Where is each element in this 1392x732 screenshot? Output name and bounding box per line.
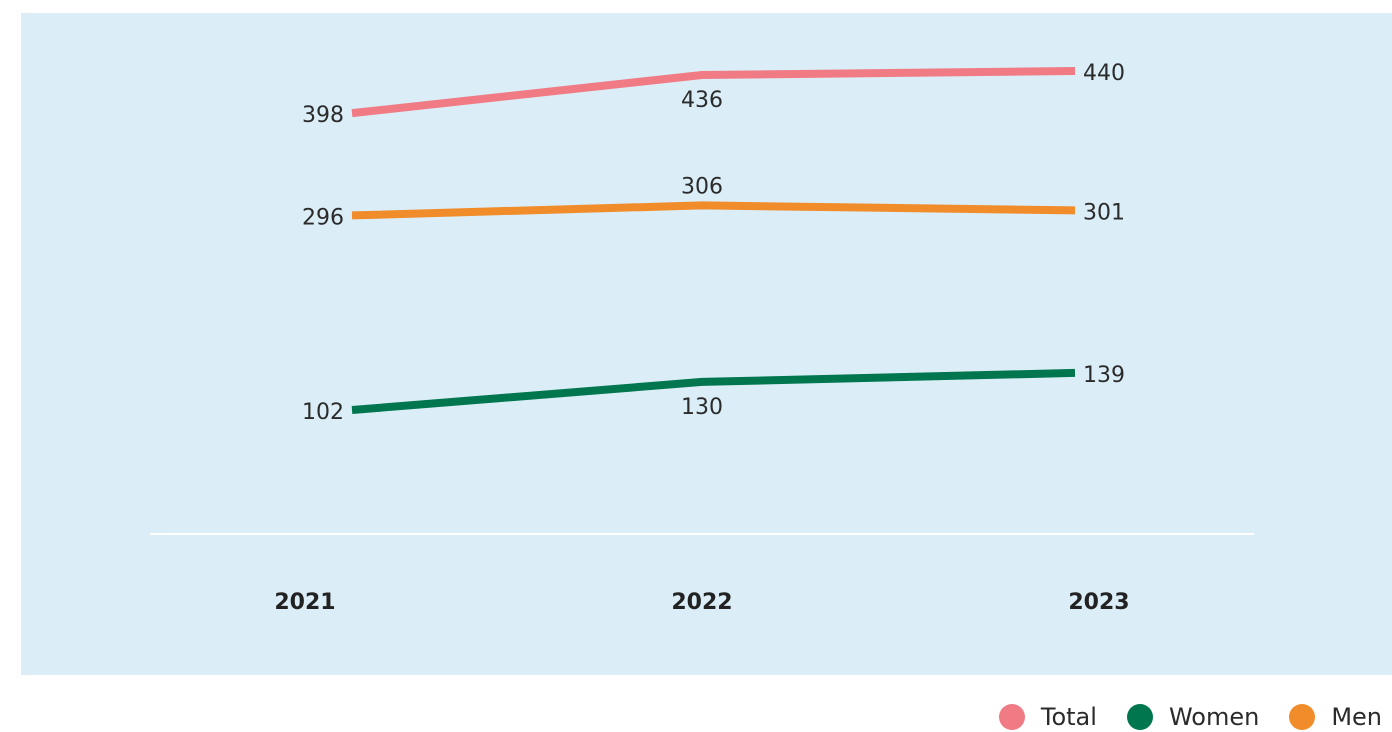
data-label-women-2022: 130 (681, 395, 723, 420)
legend-label-men: Men (1331, 703, 1382, 731)
legend-item-total: Total (998, 702, 1097, 732)
data-label-women-2021: 102 (302, 400, 344, 425)
legend-swatch-total (998, 704, 1025, 730)
data-label-total-2022: 436 (681, 88, 723, 113)
x-tick-label-2021: 2021 (274, 590, 335, 615)
legend-swatch-men (1289, 704, 1316, 730)
data-label-men-2022: 306 (681, 174, 723, 199)
data-label-men-2023: 301 (1083, 200, 1125, 225)
data-label-total-2023: 440 (1083, 61, 1125, 86)
x-tick-label-2023: 2023 (1068, 590, 1129, 615)
data-label-total-2021: 398 (302, 103, 344, 128)
data-label-women-2023: 139 (1083, 363, 1125, 388)
legend-label-women: Women (1168, 703, 1260, 731)
series-line-women (351, 368, 1076, 414)
x-tick-label-2022: 2022 (671, 590, 732, 615)
legend-swatch-women (1126, 704, 1153, 730)
legend-item-women: Women (1126, 702, 1260, 732)
series-line-men (351, 201, 1076, 220)
data-label-men-2021: 296 (302, 205, 344, 230)
legend-label-total: Total (1040, 703, 1097, 731)
series-line-total (351, 67, 1076, 118)
legend-item-men: Men (1289, 702, 1382, 732)
legend: Total Women Men (969, 702, 1382, 732)
chart-panel (21, 13, 1392, 675)
